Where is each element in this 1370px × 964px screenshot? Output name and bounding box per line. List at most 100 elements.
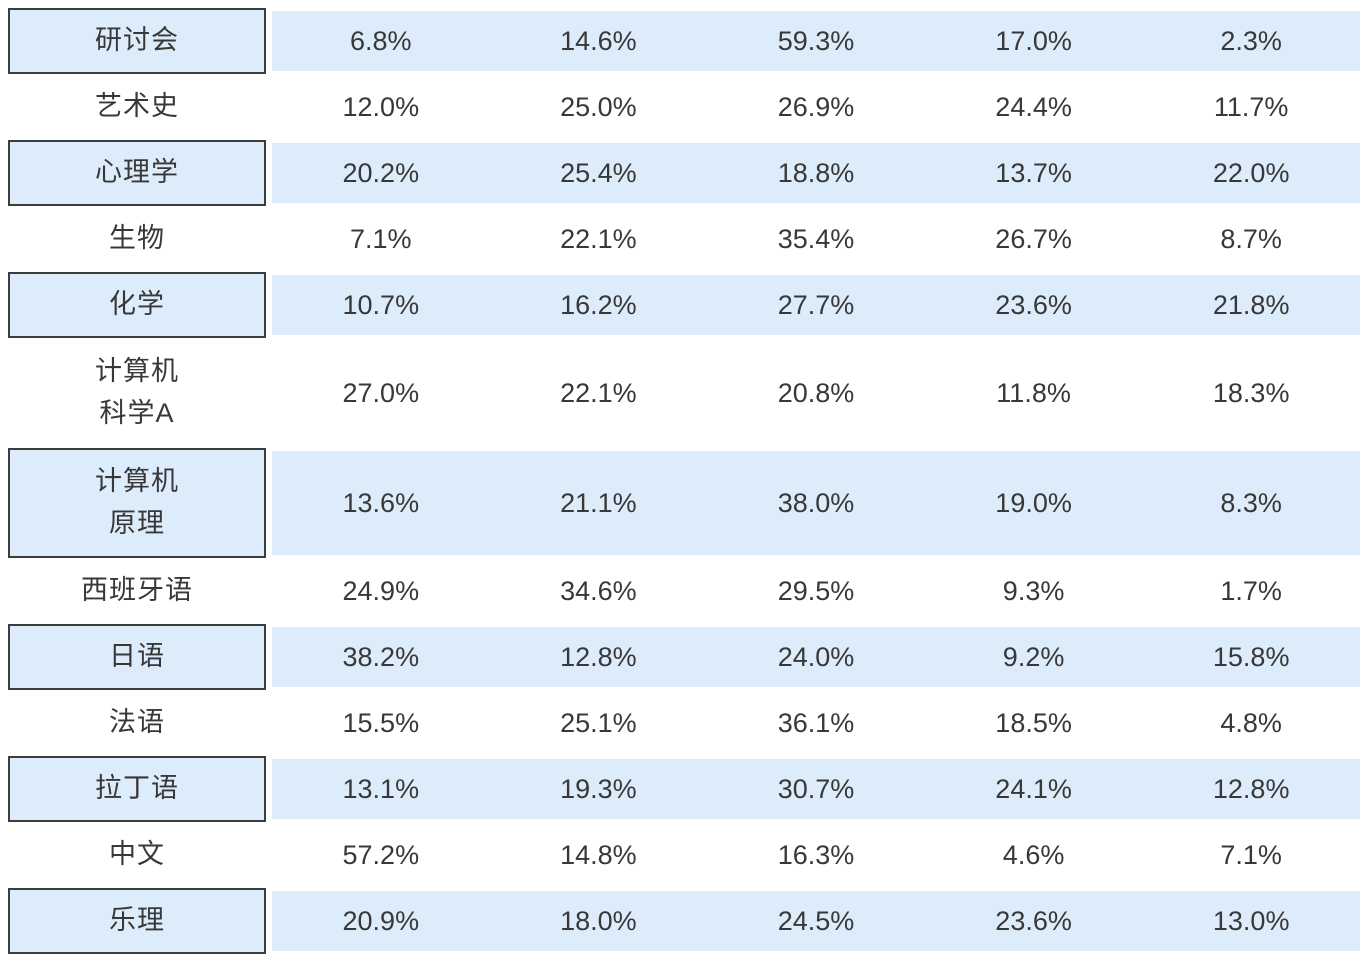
row-values-band: 57.2% 14.8% 16.3% 4.6% 7.1% <box>272 822 1360 888</box>
cell-value: 14.6% <box>560 25 637 56</box>
row-label-text: 原理 <box>109 508 165 538</box>
row-label-text: 日语 <box>109 641 165 672</box>
row-label-box: 西班牙语 <box>8 558 266 624</box>
row-label-text: 化学 <box>109 289 165 320</box>
cell-value: 24.4% <box>995 91 1072 122</box>
cell-value: 11.7% <box>1213 91 1289 122</box>
cell-value: 12.0% <box>342 91 420 122</box>
cell-value: 8.7% <box>1220 223 1282 254</box>
cell-value: 18.3% <box>1212 377 1290 408</box>
table-row: 中文 57.2% 14.8% 16.3% 4.6% 7.1% <box>0 822 1370 888</box>
cell-value: 34.6% <box>560 575 637 606</box>
cell-value: 16.3% <box>777 839 855 870</box>
table-row: 生物 7.1% 22.1% 35.4% 26.7% 8.7% <box>0 206 1370 272</box>
cell-value: 9.3% <box>1002 575 1065 606</box>
cell-value: 24.5% <box>777 905 855 936</box>
cell-value: 26.9% <box>777 91 855 122</box>
row-values-band: 20.9% 18.0% 24.5% 23.6% 13.0% <box>272 891 1360 951</box>
cell-value: 20.8% <box>777 377 855 408</box>
cell-value: 12.8% <box>1212 773 1290 804</box>
cell-value: 4.8% <box>1220 707 1282 738</box>
row-label-box: 拉丁语 <box>8 756 266 822</box>
row-label-text: 中文 <box>109 839 165 870</box>
row-label-text: 生物 <box>109 223 165 254</box>
row-label-box: 乐理 <box>8 888 266 954</box>
cell-value: 13.0% <box>1212 905 1290 936</box>
row-label-box: 中文 <box>8 822 266 888</box>
cell-value: 18.5% <box>995 707 1072 738</box>
row-label-text: 心理学 <box>95 157 179 188</box>
cell-value: 25.4% <box>560 157 637 188</box>
row-label-box: 艺术史 <box>8 74 266 140</box>
row-values-band: 7.1% 22.1% 35.4% 26.7% 8.7% <box>272 206 1360 272</box>
cell-value: 21.1% <box>560 487 637 518</box>
row-label-box: 生物 <box>8 206 266 272</box>
cell-value: 1.7% <box>1220 575 1282 606</box>
table-row: 计算机 科学A 27.0% 22.1% 20.8% 11.8% 18.3% <box>0 338 1370 448</box>
cell-value: 19.0% <box>995 487 1072 518</box>
row-values-band: 10.7% 16.2% 27.7% 23.6% 21.8% <box>272 275 1360 335</box>
table-row: 法语 15.5% 25.1% 36.1% 18.5% 4.8% <box>0 690 1370 756</box>
cell-value: 35.4% <box>777 223 855 254</box>
cell-value: 22.0% <box>1212 157 1290 188</box>
table-row: 日语 38.2% 12.8% 24.0% 9.2% 15.8% <box>0 624 1370 690</box>
cell-value: 38.2% <box>342 641 420 672</box>
table-row: 计算机原理 13.6% 21.1% 38.0% 19.0% 8.3% <box>0 448 1370 558</box>
row-label-text: 计算机 <box>95 356 179 387</box>
row-values-band: 13.6% 21.1% 38.0% 19.0% 8.3% <box>272 451 1360 555</box>
row-label-box: 心理学 <box>8 140 266 206</box>
row-values-band: 13.1% 19.3% 30.7% 24.1% 12.8% <box>272 759 1360 819</box>
cell-value: 24.0% <box>777 641 855 672</box>
cell-value: 15.8% <box>1212 641 1290 672</box>
row-label-text: 研讨会 <box>95 25 179 56</box>
cell-value: 21.8% <box>1212 289 1290 320</box>
cell-value: 14.8% <box>560 839 637 870</box>
cell-value: 29.5% <box>777 575 855 606</box>
cell-value: 7.1% <box>1220 839 1282 870</box>
cell-value: 16.2% <box>560 289 637 320</box>
cell-value: 18.8% <box>777 157 855 188</box>
cell-value: 23.6% <box>995 289 1072 320</box>
cell-value: 2.3% <box>1220 25 1282 56</box>
cell-value: 27.0% <box>342 377 420 408</box>
row-values-band: 27.0% 22.1% 20.8% 11.8% 18.3% <box>272 338 1360 448</box>
cell-value: 18.0% <box>560 905 637 936</box>
row-label-text: 科学A <box>99 398 175 428</box>
row-label-text: 计算机 <box>95 466 179 497</box>
table-row: 化学 10.7% 16.2% 27.7% 23.6% 21.8% <box>0 272 1370 338</box>
cell-value: 22.1% <box>560 223 637 254</box>
table-row: 乐理 20.9% 18.0% 24.5% 23.6% 13.0% <box>0 888 1370 954</box>
cell-value: 19.3% <box>560 773 637 804</box>
cell-value: 24.9% <box>342 575 420 606</box>
cell-value: 26.7% <box>995 223 1072 254</box>
row-label-text: 拉丁语 <box>95 773 179 804</box>
row-label-box: 日语 <box>8 624 266 690</box>
table-row: 心理学 20.2% 25.4% 18.8% 13.7% 22.0% <box>0 140 1370 206</box>
row-label-box: 研讨会 <box>8 8 266 74</box>
cell-value: 36.1% <box>777 707 855 738</box>
cell-value: 23.6% <box>995 905 1072 936</box>
table-row: 西班牙语 24.9% 34.6% 29.5% 9.3% 1.7% <box>0 558 1370 624</box>
cell-value: 38.0% <box>777 487 855 518</box>
row-label-box: 计算机 原理 <box>8 448 266 558</box>
cell-value: 25.1% <box>560 707 637 738</box>
cell-value: 59.3% <box>777 25 855 56</box>
cell-value: 10.7% <box>342 289 420 320</box>
row-label-text: 法语 <box>109 707 165 738</box>
cell-value: 12.8% <box>560 641 637 672</box>
cell-value: 8.3% <box>1220 487 1282 518</box>
row-label-text: 乐理 <box>109 905 165 936</box>
cell-value: 22.1% <box>560 377 637 408</box>
cell-value: 57.2% <box>342 839 420 870</box>
cell-value: 24.1% <box>995 773 1072 804</box>
cell-value: 20.9% <box>342 905 420 936</box>
table-row: 拉丁语 13.1% 19.3% 30.7% 24.1% 12.8% <box>0 756 1370 822</box>
row-values-band: 24.9% 34.6% 29.5% 9.3% 1.7% <box>272 558 1360 624</box>
row-label-box: 计算机科学A <box>8 338 266 448</box>
row-values-band: 6.8% 14.6% 59.3% 17.0% 2.3% <box>272 11 1360 71</box>
cell-value: 7.1% <box>350 223 412 254</box>
cell-value: 17.0% <box>995 25 1072 56</box>
cell-value: 6.8% <box>350 25 412 56</box>
cell-value: 13.6% <box>342 487 420 518</box>
